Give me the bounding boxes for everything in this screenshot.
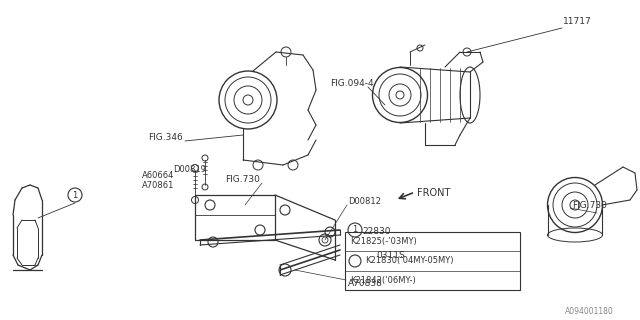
Text: A60664: A60664 — [142, 171, 174, 180]
Text: K21842(’06MY-): K21842(’06MY-) — [350, 276, 416, 285]
Text: 11717: 11717 — [563, 18, 592, 27]
Bar — [345, 232, 520, 290]
Text: A70861: A70861 — [142, 180, 174, 189]
Text: 1: 1 — [72, 190, 77, 199]
Text: FIG.730: FIG.730 — [572, 201, 607, 210]
Text: D00812: D00812 — [348, 197, 381, 206]
Text: FIG.346: FIG.346 — [148, 133, 183, 142]
Text: K21825(-’03MY): K21825(-’03MY) — [350, 237, 417, 246]
Text: 0311S: 0311S — [376, 251, 404, 260]
Text: FIG.094-4: FIG.094-4 — [330, 79, 374, 89]
Text: 1: 1 — [353, 226, 358, 235]
Text: D00819: D00819 — [173, 164, 206, 173]
Text: FRONT: FRONT — [417, 188, 451, 198]
Text: K21830(’04MY-05MY): K21830(’04MY-05MY) — [365, 257, 454, 266]
Text: FIG.730: FIG.730 — [225, 175, 260, 185]
Text: A094001180: A094001180 — [565, 308, 614, 316]
Text: 22830: 22830 — [362, 228, 390, 236]
Bar — [195, 195, 275, 240]
Text: A70838: A70838 — [348, 278, 383, 287]
